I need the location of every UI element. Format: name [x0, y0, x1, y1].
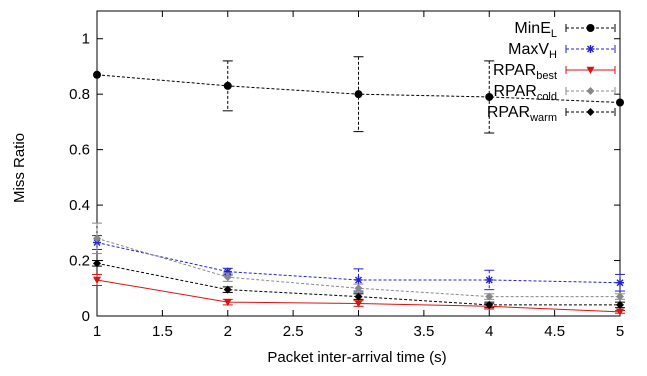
legend-marker — [586, 45, 595, 53]
series-rpar-warm — [92, 259, 625, 309]
legend-label: MaxVH — [508, 41, 557, 61]
data-point — [93, 234, 101, 243]
data-point — [354, 292, 363, 301]
x-tick-label: 5 — [616, 323, 624, 340]
data-point — [93, 276, 101, 284]
data-point — [616, 292, 624, 301]
legend-item: MinEL — [514, 20, 616, 40]
data-point — [354, 90, 363, 99]
error-bar — [615, 273, 625, 292]
y-axis-label: Miss Ratio — [11, 133, 28, 203]
data-point — [223, 298, 232, 307]
data-point — [616, 308, 624, 316]
marker-stroke — [224, 268, 232, 276]
data-point — [485, 92, 494, 101]
data-point — [485, 292, 494, 301]
marker-stroke — [93, 239, 101, 247]
data-point — [616, 278, 624, 287]
y-tick-label: 1 — [82, 31, 90, 48]
data-point — [354, 275, 363, 284]
y-tick-label: 0.8 — [69, 86, 90, 103]
legend-item: RPARcold — [494, 83, 616, 103]
error-bar — [222, 60, 233, 112]
x-tick-label: 1.5 — [152, 323, 173, 340]
legend-label: RPARwarm — [487, 104, 557, 124]
legend-item: MaxVH — [508, 41, 616, 61]
marker-stroke — [355, 276, 362, 284]
x-tick-label: 4 — [485, 323, 493, 340]
data-point — [93, 70, 101, 79]
x-tick-label: 4.5 — [544, 323, 565, 340]
data-point — [93, 259, 101, 268]
data-point — [616, 300, 624, 309]
data-point — [616, 98, 624, 107]
marker-stroke — [616, 279, 624, 287]
y-tick-label: 0 — [82, 308, 90, 325]
y-tick-label: 0.4 — [69, 197, 90, 214]
x-tick-label: 2.5 — [283, 323, 304, 340]
marker-stroke — [587, 45, 594, 53]
legend-item: RPARbest — [493, 62, 616, 82]
data-point — [354, 300, 363, 308]
series-layer — [92, 56, 625, 316]
legend-label: MinEL — [514, 20, 557, 40]
legend-marker — [586, 24, 595, 32]
data-point — [354, 284, 363, 293]
y-tick-label: 0.2 — [69, 253, 90, 270]
series-mine-L — [93, 56, 624, 134]
legend-label: RPARbest — [493, 62, 557, 82]
data-point — [223, 273, 232, 282]
data-point — [223, 285, 232, 294]
x-tick-label: 3.5 — [413, 323, 434, 340]
data-point — [485, 300, 494, 309]
data-point — [485, 275, 494, 284]
x-tick-label: 3 — [354, 323, 362, 340]
marker-stroke — [485, 276, 493, 284]
legend-label: RPARcold — [494, 83, 557, 103]
legend-marker — [586, 87, 595, 95]
x-tick-label: 2 — [224, 323, 232, 340]
legend-item: RPARwarm — [487, 104, 616, 124]
series-rpar-cold — [92, 222, 625, 301]
legend-marker — [586, 108, 595, 116]
x-tick-label: 1 — [93, 323, 101, 340]
error-bar — [484, 269, 495, 291]
y-tick-label: 0.6 — [69, 142, 90, 159]
plot-area: 1 1.5 2 2.5 3 3.5 4 4.5 5 0 0.2 0.4 0.6 0.8 1 — [69, 10, 624, 340]
legend-marker — [586, 66, 595, 74]
series-maxv-H — [92, 235, 625, 292]
data-point — [223, 81, 232, 90]
x-axis-label: Packet inter-arrival time (s) — [267, 349, 446, 366]
